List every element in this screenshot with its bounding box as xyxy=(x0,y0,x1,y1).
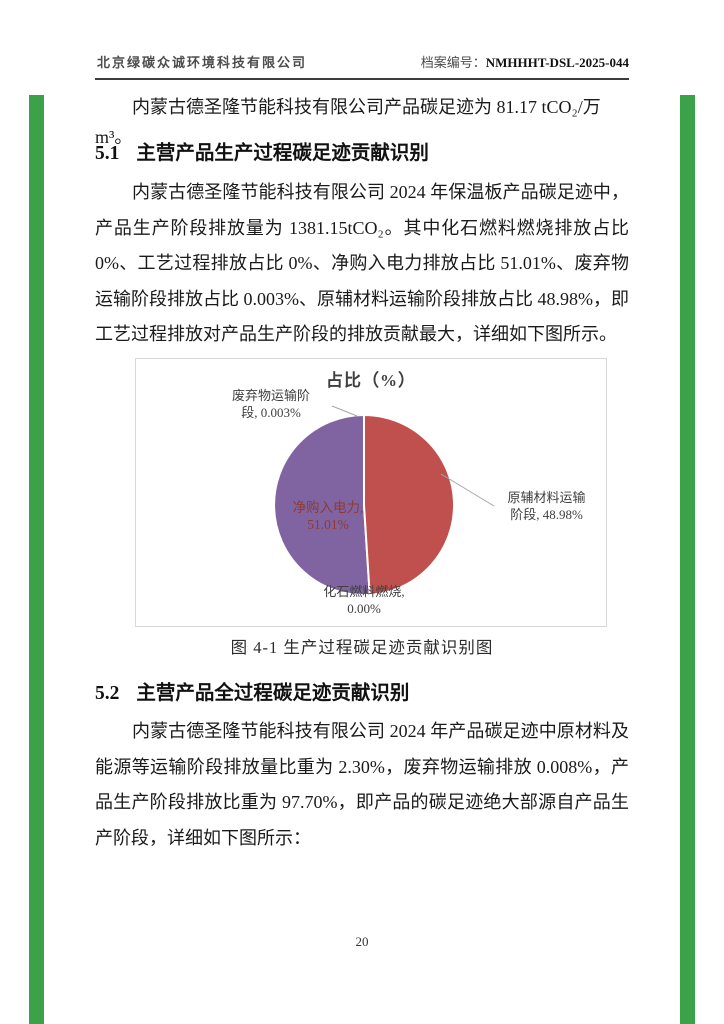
header-file-number: 档案编号：NMHHHT-DSL-2025-044 xyxy=(421,52,629,71)
paragraph-line: 产阶段，详细如下图所示： xyxy=(95,827,311,848)
label-line: 段, 0.003% xyxy=(241,405,301,420)
paragraph-line: 0%、工艺过程排放占比 0%、净购入电力排放占比 51.01%、废弃物 xyxy=(95,253,629,273)
section-5-1-paragraph: 内蒙古德圣隆节能科技有限公司 2024 年保温板产品碳足迹中， 产品生产阶段排放… xyxy=(95,175,629,353)
pie-slice-electric xyxy=(273,413,371,596)
section-title: 主营产品生产过程碳足迹贡献识别 xyxy=(136,143,429,164)
intro-paragraph: 内蒙古德圣隆节能科技有限公司产品碳足迹为 81.17 tCO₂/万 m³。 xyxy=(95,97,601,147)
leader-line-material xyxy=(440,473,495,507)
pie-svg xyxy=(273,405,495,596)
section-5-2-heading: 5.2 主营产品全过程碳足迹贡献识别 xyxy=(95,676,629,705)
paragraph-line: 品生产阶段排放比重为 97.70%，即产品的碳足迹绝大部源自产品生 xyxy=(95,792,629,812)
label-line: 废弃物运输阶 xyxy=(231,388,310,403)
left-green-margin-bar xyxy=(29,95,44,1024)
chart-title: 占比（%） xyxy=(326,371,416,390)
paragraph-line: 内蒙古德圣隆节能科技有限公司 2024 年保温板产品碳足迹中， xyxy=(132,182,629,202)
right-green-margin-bar xyxy=(680,95,695,1024)
pie-chart-figure: 占比（%） 废弃物运输阶 段, 0.003% 原辅材料运输 阶段, 48.98%… xyxy=(135,358,607,627)
label-line: 化石燃料燃烧, xyxy=(323,584,405,599)
leader-line-waste xyxy=(331,405,358,417)
paragraph-line: 内蒙古德圣隆节能科技有限公司 2024 年产品碳足迹中原材料及 xyxy=(132,721,629,741)
label-raw-material-transport: 原辅材料运输 阶段, 48.98% xyxy=(489,489,604,523)
section-number: 5.2 xyxy=(95,683,120,704)
label-line: 0.00% xyxy=(347,601,381,616)
file-number-label: 档案编号： xyxy=(420,55,486,70)
section-number: 5.1 xyxy=(95,143,120,164)
section-5-1-heading: 5.1 主营产品生产过程碳足迹贡献识别 xyxy=(95,136,629,165)
paragraph-line: 工艺过程排放对产品生产阶段的排放贡献最大，详细如下图所示。 xyxy=(95,324,617,344)
section-title: 主营产品全过程碳足迹贡献识别 xyxy=(136,683,410,704)
label-line: 原辅材料运输 xyxy=(507,490,586,505)
figure-caption: 图 4-1 生产过程碳足迹贡献识别图 xyxy=(230,638,494,657)
paragraph-line: 运输阶段排放占比 0.003%、原辅材料运输阶段排放占比 48.98%，即 xyxy=(95,288,629,309)
label-purchased-electricity: 净购入电力, 51.01% xyxy=(264,499,392,533)
label-line: 51.01% xyxy=(307,517,349,532)
paragraph-line: 能源等运输阶段排放量比重为 2.30%，废弃物运输排放 0.008%，产 xyxy=(95,756,629,777)
file-number-value: NMHHHT-DSL-2025-044 xyxy=(485,55,629,70)
label-line: 净购入电力, xyxy=(292,500,364,515)
label-waste-transport: 废弃物运输阶 段, 0.003% xyxy=(206,387,336,421)
page-number: 20 xyxy=(355,934,369,949)
pie-slice-material xyxy=(363,413,456,596)
section-5-2-paragraph: 内蒙古德圣隆节能科技有限公司 2024 年产品碳足迹中原材料及 能源等运输阶段排… xyxy=(95,714,629,856)
paragraph-line: 产品生产阶段排放量为 1381.15tCO₂。其中化石燃料燃烧排放占比 xyxy=(95,217,629,238)
header-company-name: 北京绿碳众诚环境科技有限公司 xyxy=(97,55,308,70)
page-header: 北京绿碳众诚环境科技有限公司 档案编号：NMHHHT-DSL-2025-044 xyxy=(95,46,629,80)
label-fossil-fuel: 化石燃料燃烧, 0.00% xyxy=(294,583,434,617)
label-line: 阶段, 48.98% xyxy=(510,507,583,522)
